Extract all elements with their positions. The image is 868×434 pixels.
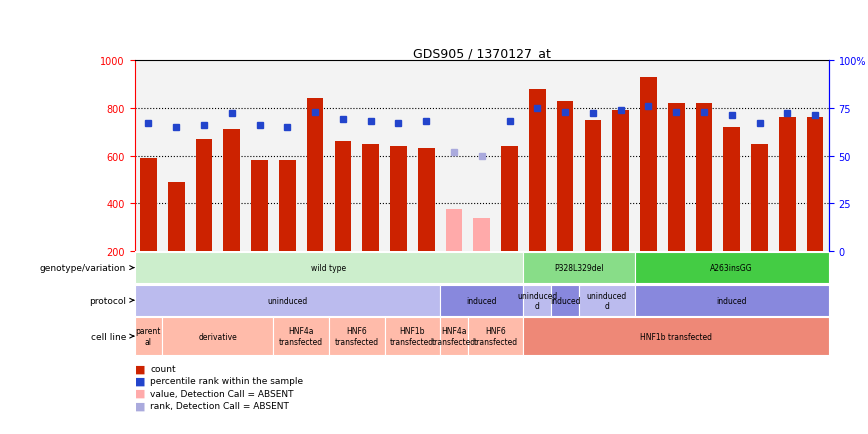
Bar: [135, 285, 440, 316]
Bar: [390, 147, 407, 252]
Text: uninduced
d: uninduced d: [517, 291, 557, 310]
Text: P328L329del: P328L329del: [554, 263, 604, 273]
Text: induced: induced: [549, 296, 581, 305]
Bar: [385, 61, 412, 252]
Bar: [556, 101, 574, 252]
Bar: [607, 61, 635, 252]
Text: derivative: derivative: [199, 332, 237, 341]
Bar: [190, 61, 218, 252]
Bar: [584, 120, 602, 252]
Bar: [279, 161, 296, 252]
Text: HNF4a
transfected: HNF4a transfected: [432, 327, 476, 346]
Text: HNF6
transfected: HNF6 transfected: [474, 327, 517, 346]
Bar: [135, 61, 162, 252]
Bar: [635, 285, 829, 316]
Text: protocol: protocol: [89, 296, 126, 305]
Text: rank, Detection Call = ABSENT: rank, Detection Call = ABSENT: [150, 401, 289, 410]
Bar: [579, 285, 635, 316]
Text: value, Detection Call = ABSENT: value, Detection Call = ABSENT: [150, 389, 293, 398]
Bar: [523, 318, 829, 355]
Bar: [662, 61, 690, 252]
Bar: [523, 61, 551, 252]
Bar: [440, 285, 523, 316]
Bar: [773, 61, 801, 252]
Bar: [695, 104, 713, 252]
Text: HNF4a
transfected: HNF4a transfected: [279, 327, 323, 346]
Bar: [551, 61, 579, 252]
Text: induced: induced: [716, 296, 747, 305]
Bar: [723, 128, 740, 252]
Bar: [751, 144, 768, 252]
Bar: [551, 285, 579, 316]
Bar: [635, 61, 662, 252]
Text: percentile rank within the sample: percentile rank within the sample: [150, 377, 303, 385]
Bar: [690, 61, 718, 252]
Text: HNF6
transfected: HNF6 transfected: [335, 327, 378, 346]
Text: parent
al: parent al: [135, 327, 161, 346]
Text: uninduced: uninduced: [267, 296, 307, 305]
Bar: [135, 318, 162, 355]
Bar: [306, 99, 324, 252]
Text: uninduced
d: uninduced d: [587, 291, 627, 310]
Bar: [195, 139, 213, 252]
Bar: [667, 104, 685, 252]
Bar: [718, 61, 746, 252]
Bar: [579, 61, 607, 252]
Bar: [529, 89, 546, 252]
Bar: [445, 210, 463, 252]
Bar: [440, 318, 468, 355]
Text: HNF1b
transfected: HNF1b transfected: [391, 327, 434, 346]
Text: ■: ■: [135, 388, 145, 398]
Text: induced: induced: [466, 296, 497, 305]
Bar: [473, 218, 490, 252]
Bar: [806, 118, 824, 252]
Text: ■: ■: [135, 376, 145, 386]
Bar: [468, 318, 523, 355]
Bar: [635, 252, 829, 284]
Text: HNF1b transfected: HNF1b transfected: [641, 332, 712, 341]
Text: genotype/variation: genotype/variation: [40, 263, 126, 273]
Bar: [223, 130, 240, 252]
Bar: [301, 61, 329, 252]
Bar: [440, 61, 468, 252]
Bar: [273, 318, 329, 355]
Text: ■: ■: [135, 401, 145, 410]
Bar: [523, 285, 551, 316]
Bar: [135, 252, 523, 284]
Bar: [501, 147, 518, 252]
Bar: [334, 142, 352, 252]
Bar: [273, 61, 301, 252]
Bar: [418, 149, 435, 252]
Text: ■: ■: [135, 364, 145, 374]
Bar: [168, 182, 185, 252]
Bar: [412, 61, 440, 252]
Bar: [357, 61, 385, 252]
Bar: [468, 61, 496, 252]
Bar: [329, 318, 385, 355]
Bar: [496, 61, 523, 252]
Title: GDS905 / 1370127_at: GDS905 / 1370127_at: [413, 46, 550, 59]
Bar: [162, 61, 190, 252]
Text: wild type: wild type: [312, 263, 346, 273]
Bar: [362, 144, 379, 252]
Text: A263insGG: A263insGG: [710, 263, 753, 273]
Bar: [329, 61, 357, 252]
Bar: [246, 61, 273, 252]
Bar: [251, 161, 268, 252]
Bar: [162, 318, 273, 355]
Bar: [779, 118, 796, 252]
Bar: [801, 61, 829, 252]
Bar: [385, 318, 440, 355]
Text: cell line: cell line: [91, 332, 126, 341]
Bar: [640, 77, 657, 252]
Bar: [140, 158, 157, 252]
Bar: [612, 111, 629, 252]
Bar: [218, 61, 246, 252]
Bar: [523, 252, 635, 284]
Text: count: count: [150, 365, 176, 373]
Bar: [746, 61, 773, 252]
